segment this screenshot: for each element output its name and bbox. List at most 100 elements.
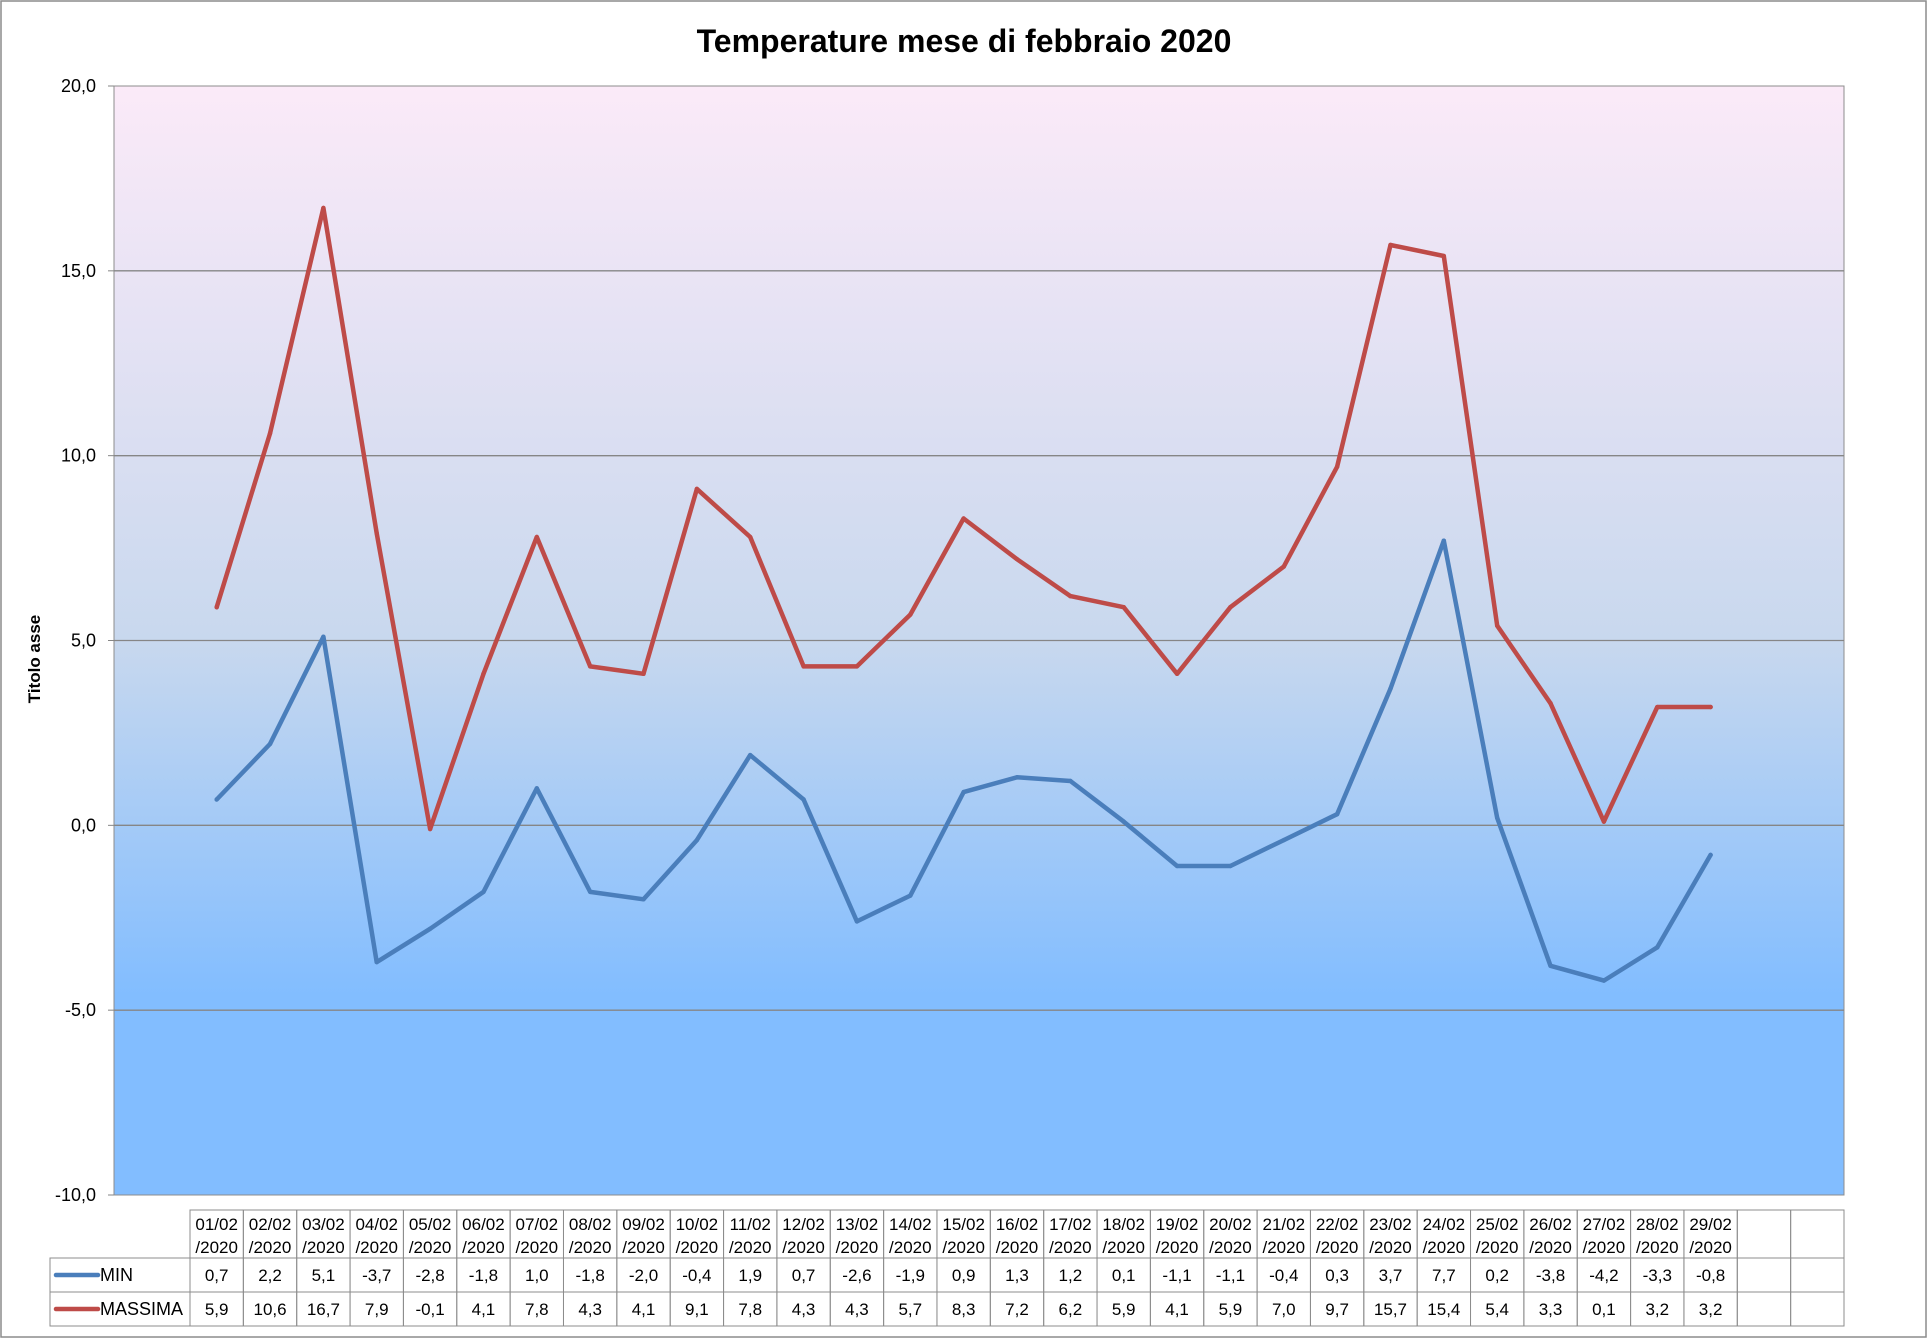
table-header-label: /2020 (889, 1238, 932, 1257)
table-header-label: /2020 (1209, 1238, 1252, 1257)
table-header-label: /2020 (409, 1238, 452, 1257)
table-header-label: 19/02 (1156, 1215, 1199, 1234)
table-value: 7,2 (1005, 1300, 1029, 1319)
y-tick-label: -10,0 (55, 1185, 96, 1205)
table-header-label: /2020 (462, 1238, 505, 1257)
data-point (1121, 605, 1126, 610)
table-header-label: 03/02 (302, 1215, 345, 1234)
table-value: 0,7 (792, 1266, 816, 1285)
table-value: 3,2 (1645, 1300, 1669, 1319)
data-point (694, 486, 700, 492)
data-point (1174, 863, 1180, 869)
table-header-label: 10/02 (676, 1215, 719, 1234)
table-header-label: 12/02 (782, 1215, 825, 1234)
data-point (854, 919, 860, 924)
data-point (1441, 538, 1447, 543)
gridlines (114, 270, 1844, 1011)
data-point (1228, 605, 1233, 610)
y-tick-label: -5,0 (65, 1000, 96, 1020)
table-value: 4,1 (472, 1300, 496, 1319)
data-point (1441, 253, 1447, 259)
series-lines (214, 205, 1713, 983)
table-value: 7,0 (1272, 1300, 1296, 1319)
table-value: 15,4 (1427, 1300, 1460, 1319)
table-value: 0,2 (1485, 1266, 1509, 1285)
data-point (1655, 704, 1660, 710)
table-header-label: /2020 (1049, 1238, 1092, 1257)
data-point (1334, 464, 1340, 469)
data-point (801, 797, 806, 802)
data-point (1281, 564, 1286, 569)
y-axis-ticks: 20,0 15,0 10,0 5,0 0,0 -5,0 -10,0 (55, 76, 114, 1205)
chart-title: Temperature mese di febbraio 2020 (697, 23, 1232, 59)
table-header-label: /2020 (1529, 1238, 1572, 1257)
table-header-label: 11/02 (730, 1215, 771, 1234)
data-point (1708, 852, 1713, 858)
y-tick-label: 15,0 (61, 261, 96, 281)
table-value: 8,3 (952, 1300, 976, 1319)
table-value: 5,9 (1219, 1300, 1243, 1319)
data-point (427, 826, 433, 832)
table-header-label: 24/02 (1423, 1215, 1466, 1234)
table-header-label: /2020 (569, 1238, 612, 1257)
table-value: 1,2 (1059, 1266, 1083, 1285)
table-value: 4,3 (845, 1300, 869, 1319)
table-value: 4,1 (632, 1300, 656, 1319)
table-header-label: 27/02 (1583, 1215, 1626, 1234)
table-value: 0,3 (1325, 1266, 1349, 1285)
data-point (267, 741, 273, 747)
table-value: 0,9 (952, 1266, 976, 1285)
table-value: -0,1 (415, 1300, 444, 1319)
table-value: -1,1 (1162, 1266, 1191, 1285)
table-value: 7,8 (738, 1300, 762, 1319)
data-point (1014, 556, 1020, 562)
table-header-label: 16/02 (996, 1215, 1039, 1234)
table-value: 0,1 (1592, 1300, 1616, 1319)
table-value: 5,9 (1112, 1300, 1136, 1319)
table-header-label: /2020 (1369, 1238, 1412, 1257)
table-header-label: /2020 (1316, 1238, 1359, 1257)
table-value: 7,7 (1432, 1266, 1456, 1285)
y-tick-label: 0,0 (71, 815, 96, 835)
data-point (427, 926, 433, 932)
data-point (587, 889, 593, 895)
table-header-label: /2020 (622, 1238, 665, 1257)
table-value: 0,7 (205, 1266, 229, 1285)
data-table: 01/02/2020 02/02/2020 03/02/2020 04/02/2020… (49, 1209, 1845, 1327)
data-point (1601, 819, 1607, 824)
data-point (374, 959, 379, 965)
data-point (1174, 671, 1180, 676)
table-header-label: /2020 (836, 1238, 879, 1257)
table-value: 3,3 (1539, 1300, 1563, 1319)
legend-label: MIN (100, 1265, 133, 1285)
data-point (1388, 686, 1393, 691)
data-point (1708, 704, 1713, 710)
table-header-label: /2020 (1263, 1238, 1306, 1257)
table-value: -0,8 (1696, 1266, 1725, 1285)
table-header-label: 02/02 (249, 1215, 292, 1234)
table-header-label: /2020 (676, 1238, 719, 1257)
table-value: 5,4 (1485, 1300, 1509, 1319)
table-value: 3,2 (1699, 1300, 1723, 1319)
table-header-label: /2020 (996, 1238, 1039, 1257)
table-value: -4,2 (1589, 1266, 1618, 1285)
data-point (908, 612, 913, 617)
table-value: -1,8 (469, 1266, 498, 1285)
table-header-label: 07/02 (516, 1215, 559, 1234)
data-point (1548, 963, 1553, 969)
table-value: 1,3 (1005, 1266, 1029, 1285)
data-point (481, 889, 486, 895)
data-point (1228, 863, 1233, 869)
table-value: -0,4 (1269, 1266, 1298, 1285)
table-value: 9,1 (685, 1300, 709, 1319)
data-point (1068, 778, 1073, 784)
data-point (214, 797, 219, 802)
table-value: -1,1 (1216, 1266, 1245, 1285)
data-point (214, 605, 219, 610)
table-header-label: 05/02 (409, 1215, 452, 1234)
table-header-label: /2020 (302, 1238, 345, 1257)
table-header-label: /2020 (942, 1238, 985, 1257)
table-value: 10,6 (253, 1300, 286, 1319)
table-value: 4,3 (578, 1300, 602, 1319)
